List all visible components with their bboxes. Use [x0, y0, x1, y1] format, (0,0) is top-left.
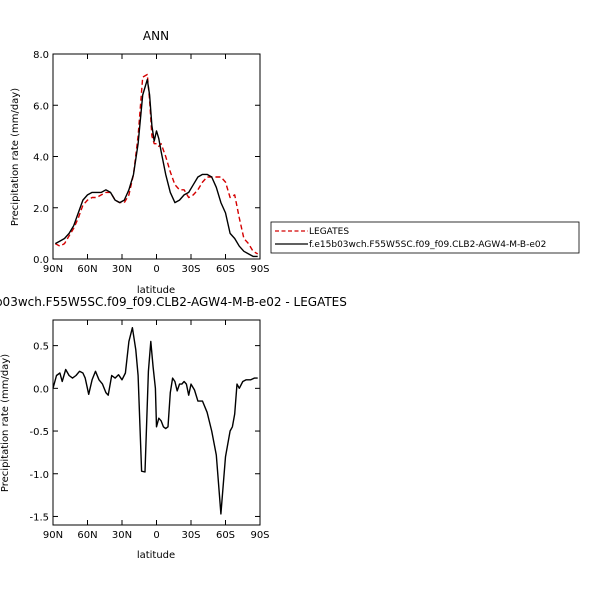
x-tick-label: 60N	[77, 264, 97, 275]
y-tick-label: 6.0	[33, 101, 49, 112]
x-tick-label: 30N	[112, 264, 132, 275]
x-tick-label: 0	[153, 264, 159, 275]
bottom-y-ticks: -1.5 -1.0 -0.5 0.0 0.5	[29, 342, 260, 523]
x-tick-label: 30N	[112, 530, 132, 541]
x-tick-label: 30S	[181, 264, 200, 275]
series-line-0	[54, 73, 259, 255]
bottom-x-ticks: 90N 60N 30N 0 30S 60S 90S	[43, 320, 270, 541]
series-line-1	[54, 78, 258, 258]
y-tick-label: 4.0	[33, 153, 49, 164]
bottom-panel: f.e15b03wch.F55W5SC.f09_f09.CLB2-AGW4-M-…	[0, 295, 347, 561]
y-tick-label: 8.0	[33, 50, 49, 61]
top-panel-title: ANN	[143, 29, 169, 43]
x-tick-label: 30S	[181, 530, 200, 541]
top-x-ticks: 90N 60N 30N 0 30S 60S 90S	[43, 54, 270, 275]
bottom-panel-title: f.e15b03wch.F55W5SC.f09_f09.CLB2-AGW4-M-…	[0, 295, 347, 309]
x-tick-label: 90N	[43, 530, 63, 541]
top-y-axis-title: Precipitation rate (mm/day)	[10, 88, 21, 226]
x-tick-label: 0	[153, 530, 159, 541]
y-tick-label: 0.0	[33, 384, 49, 395]
top-y-ticks: 0.0 2.0 4.0 6.0 8.0	[33, 50, 260, 266]
legend: LEGATES f.e15b03wch.F55W5SC.f09_f09.CLB2…	[270, 221, 580, 254]
bottom-y-axis-title: Precipitation rate (mm/day)	[0, 354, 11, 492]
top-series-lines	[54, 73, 259, 258]
legend-label-legates: LEGATES	[309, 227, 349, 237]
y-tick-label: 0.0	[33, 255, 49, 266]
x-tick-label: 90S	[250, 530, 269, 541]
legend-box	[270, 221, 580, 254]
x-tick-label: 60N	[77, 530, 97, 541]
top-x-axis-title: latitude	[137, 285, 175, 296]
bottom-x-axis-title: latitude	[137, 550, 175, 561]
legend-label-model: f.e15b03wch.F55W5SC.f09_f09.CLB2-AGW4-M-…	[309, 240, 546, 250]
y-tick-label: -0.5	[29, 427, 49, 438]
top-panel: ANN 90N 60N 30N 0 30S 60S 90S 0.02.04.06.08.0 …	[10, 29, 270, 296]
y-tick-label: 2.0	[33, 204, 49, 215]
series-line-0	[52, 327, 258, 515]
x-tick-label: 90N	[43, 264, 63, 275]
y-tick-label: 0.5	[33, 342, 49, 353]
y-tick-label: -1.5	[29, 512, 49, 523]
x-tick-label: 90S	[250, 264, 269, 275]
y-tick-label: -1.0	[29, 470, 49, 481]
x-tick-label: 60S	[216, 530, 235, 541]
bottom-series-lines	[52, 327, 258, 515]
x-tick-label: 60S	[216, 264, 235, 275]
